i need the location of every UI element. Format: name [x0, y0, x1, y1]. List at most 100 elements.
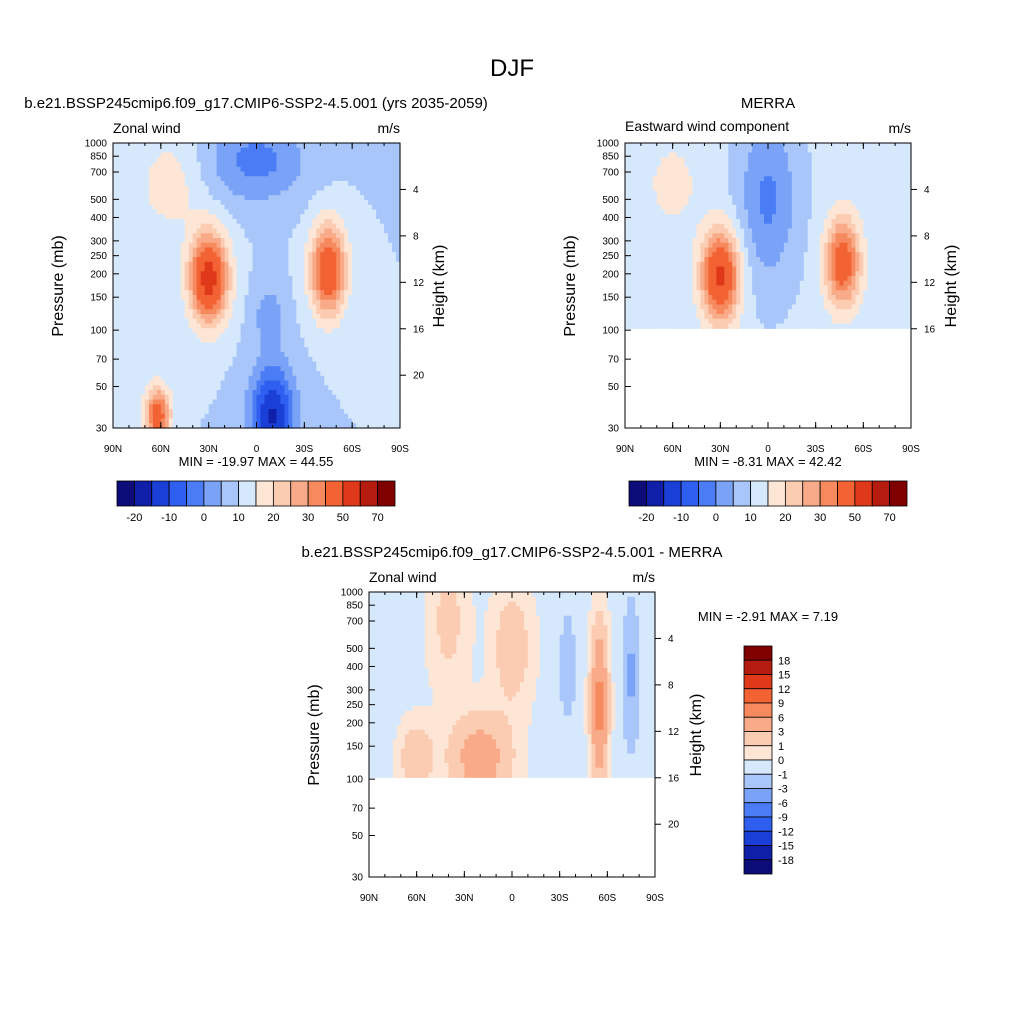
- contour-cell: [272, 318, 278, 325]
- contour-cell: [280, 299, 286, 306]
- contour-cell: [248, 366, 254, 372]
- contour-cell: [252, 418, 258, 424]
- contour-cell: [332, 233, 337, 239]
- contour-cell: [264, 375, 270, 382]
- contour-cell: [372, 200, 377, 206]
- contour-cell: [376, 423, 381, 429]
- contour-cell: [152, 399, 158, 405]
- y2-axis-title-diff: Height (km): [688, 694, 705, 777]
- contour-cell: [156, 247, 162, 253]
- contour-cell: [396, 257, 401, 263]
- contour-cell: [224, 257, 230, 263]
- contour-cell: [256, 309, 262, 315]
- contour-cell: [284, 385, 289, 391]
- contour-cell: [160, 190, 166, 196]
- contour-cell: [336, 143, 341, 149]
- contour-cell: [356, 162, 361, 168]
- contour-cell: [831, 143, 837, 149]
- contour-cell: [200, 228, 206, 234]
- contour-cell: [292, 394, 297, 401]
- contour-cell: [172, 166, 178, 173]
- contour-cell: [264, 337, 270, 344]
- contour-cell: [388, 347, 393, 353]
- contour-cell: [148, 157, 154, 163]
- contour-cell: [160, 200, 166, 206]
- contour-cell: [148, 366, 154, 372]
- contour-cell: [640, 143, 646, 149]
- contour-cell: [376, 390, 381, 396]
- contour-cell: [276, 371, 282, 377]
- contour-cell: [140, 352, 146, 358]
- contour-cell: [168, 295, 174, 301]
- contour-cell: [268, 404, 274, 410]
- contour-cell: [156, 390, 162, 396]
- contour-cell: [124, 214, 130, 220]
- contour-cell: [700, 143, 706, 149]
- contour-cell: [392, 252, 397, 258]
- contour-cell: [113, 366, 118, 372]
- contour-cell: [296, 143, 301, 149]
- contour-cell: [256, 266, 262, 272]
- contour-cell: [324, 290, 329, 296]
- contour-cell: [180, 280, 186, 287]
- contour-cell: [140, 152, 146, 158]
- contour-cell: [180, 261, 186, 268]
- contour-cell: [340, 204, 345, 211]
- contour-cell: [352, 318, 357, 325]
- contour-cell: [340, 162, 345, 168]
- contour-cell: [304, 162, 309, 168]
- contour-cell: [360, 328, 365, 334]
- contour-cell: [779, 162, 785, 168]
- contour-cell: [192, 361, 198, 367]
- contour-cell: [716, 143, 721, 149]
- contour-cell: [156, 147, 162, 154]
- contour-cell: [336, 366, 341, 372]
- contour-cell: [216, 299, 222, 306]
- contour-cell: [376, 380, 381, 386]
- contour-cell: [760, 176, 765, 182]
- contour-cell: [364, 176, 369, 182]
- contour-cell: [732, 166, 737, 173]
- contour-cell: [136, 238, 142, 244]
- contour-cell: [360, 295, 365, 301]
- contour-cell: [232, 209, 238, 215]
- contour-cell: [240, 228, 246, 234]
- contour-cell: [172, 328, 178, 334]
- contour-cell: [168, 285, 174, 291]
- contour-cell: [220, 214, 226, 220]
- contour-cell: [276, 195, 282, 201]
- contour-cell: [148, 380, 154, 386]
- contour-cell: [228, 228, 234, 234]
- contour-cell: [152, 318, 158, 325]
- contour-cell: [240, 166, 246, 173]
- contour-cell: [260, 314, 266, 320]
- contour-cell: [316, 157, 321, 163]
- contour-cell: [292, 423, 297, 429]
- contour-cell: [260, 181, 266, 187]
- contour-cell: [396, 366, 401, 372]
- panel-left-label-model: Zonal wind: [113, 120, 181, 136]
- contour-cell: [376, 418, 381, 424]
- contour-cell: [352, 242, 357, 249]
- contour-cell: [228, 233, 234, 239]
- contour-cell: [224, 328, 230, 334]
- contour-cell: [795, 157, 801, 163]
- contour-cell: [352, 337, 357, 344]
- contour-cell: [124, 285, 130, 291]
- contour-cell: [208, 375, 214, 382]
- contour-cell: [332, 304, 337, 310]
- contour-cell: [136, 366, 142, 372]
- contour-cell: [775, 171, 781, 177]
- contour-cell: [272, 162, 278, 168]
- contour-cell: [152, 423, 158, 429]
- contour-cell: [252, 171, 258, 177]
- contour-cell: [168, 404, 174, 410]
- contour-cell: [352, 342, 357, 348]
- contour-cell: [360, 233, 365, 239]
- contour-cell: [244, 195, 250, 201]
- contour-cell: [252, 285, 258, 291]
- contour-cell: [704, 147, 710, 154]
- contour-cell: [372, 228, 377, 234]
- contour-cell: [819, 176, 825, 182]
- contour-cell: [835, 171, 841, 177]
